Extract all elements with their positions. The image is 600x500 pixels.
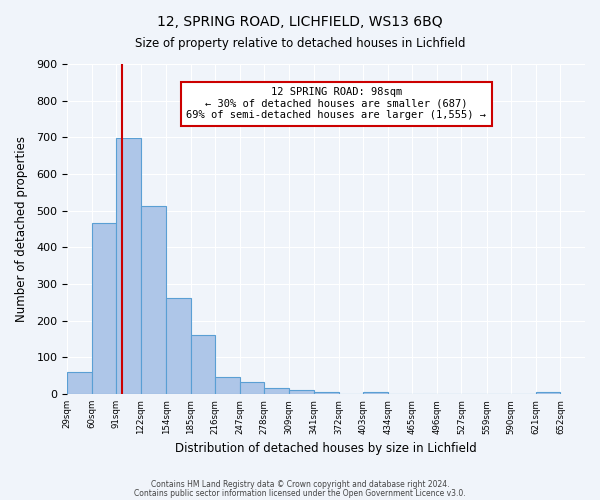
Bar [536, 392, 560, 394]
Text: Contains public sector information licensed under the Open Government Licence v3: Contains public sector information licen… [134, 488, 466, 498]
Text: 12, SPRING ROAD, LICHFIELD, WS13 6BQ: 12, SPRING ROAD, LICHFIELD, WS13 6BQ [157, 15, 443, 29]
Bar [191, 336, 215, 394]
Y-axis label: Number of detached properties: Number of detached properties [15, 136, 28, 322]
X-axis label: Distribution of detached houses by size in Lichfield: Distribution of detached houses by size … [175, 442, 477, 455]
Text: Contains HM Land Registry data © Crown copyright and database right 2024.: Contains HM Land Registry data © Crown c… [151, 480, 449, 489]
Bar [67, 372, 92, 394]
Bar [166, 298, 191, 394]
Bar [265, 388, 289, 394]
Bar [289, 390, 314, 394]
Bar [141, 206, 166, 394]
Bar [314, 392, 339, 394]
Bar [364, 392, 388, 394]
Text: 12 SPRING ROAD: 98sqm
← 30% of detached houses are smaller (687)
69% of semi-det: 12 SPRING ROAD: 98sqm ← 30% of detached … [187, 87, 487, 120]
Text: Size of property relative to detached houses in Lichfield: Size of property relative to detached ho… [135, 38, 465, 51]
Bar [240, 382, 265, 394]
Bar [116, 138, 141, 394]
Bar [215, 376, 240, 394]
Bar [92, 222, 116, 394]
